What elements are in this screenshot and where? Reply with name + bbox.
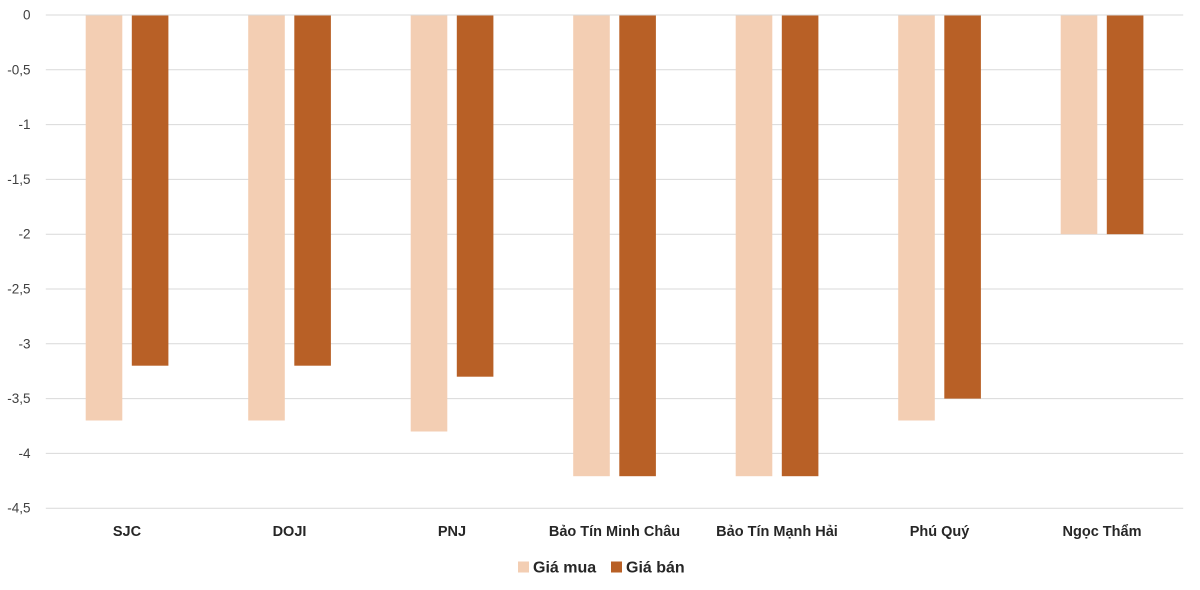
svg-text:-2,5: -2,5 bbox=[7, 282, 30, 297]
svg-text:PNJ: PNJ bbox=[438, 524, 466, 540]
svg-text:DOJI: DOJI bbox=[273, 524, 307, 540]
svg-text:-0,5: -0,5 bbox=[7, 62, 30, 77]
svg-text:-4,5: -4,5 bbox=[7, 501, 30, 516]
svg-text:-3: -3 bbox=[18, 336, 30, 351]
svg-text:0: 0 bbox=[23, 8, 31, 23]
svg-text:-3,5: -3,5 bbox=[7, 391, 30, 406]
svg-text:Bảo Tín Minh Châu: Bảo Tín Minh Châu bbox=[549, 524, 680, 540]
svg-text:Bảo Tín Mạnh Hải: Bảo Tín Mạnh Hải bbox=[716, 524, 838, 540]
svg-text:-2: -2 bbox=[18, 227, 30, 242]
svg-text:-1,5: -1,5 bbox=[7, 172, 30, 187]
svg-text:Ngọc Thẩm: Ngọc Thẩm bbox=[1063, 524, 1142, 540]
svg-text:Giá mua: Giá mua bbox=[533, 560, 596, 577]
svg-text:Giá bán: Giá bán bbox=[626, 560, 685, 577]
svg-text:SJC: SJC bbox=[113, 524, 142, 540]
svg-text:Phú Quý: Phú Quý bbox=[910, 524, 970, 540]
svg-text:-1: -1 bbox=[18, 117, 30, 132]
svg-text:-4: -4 bbox=[18, 446, 30, 461]
